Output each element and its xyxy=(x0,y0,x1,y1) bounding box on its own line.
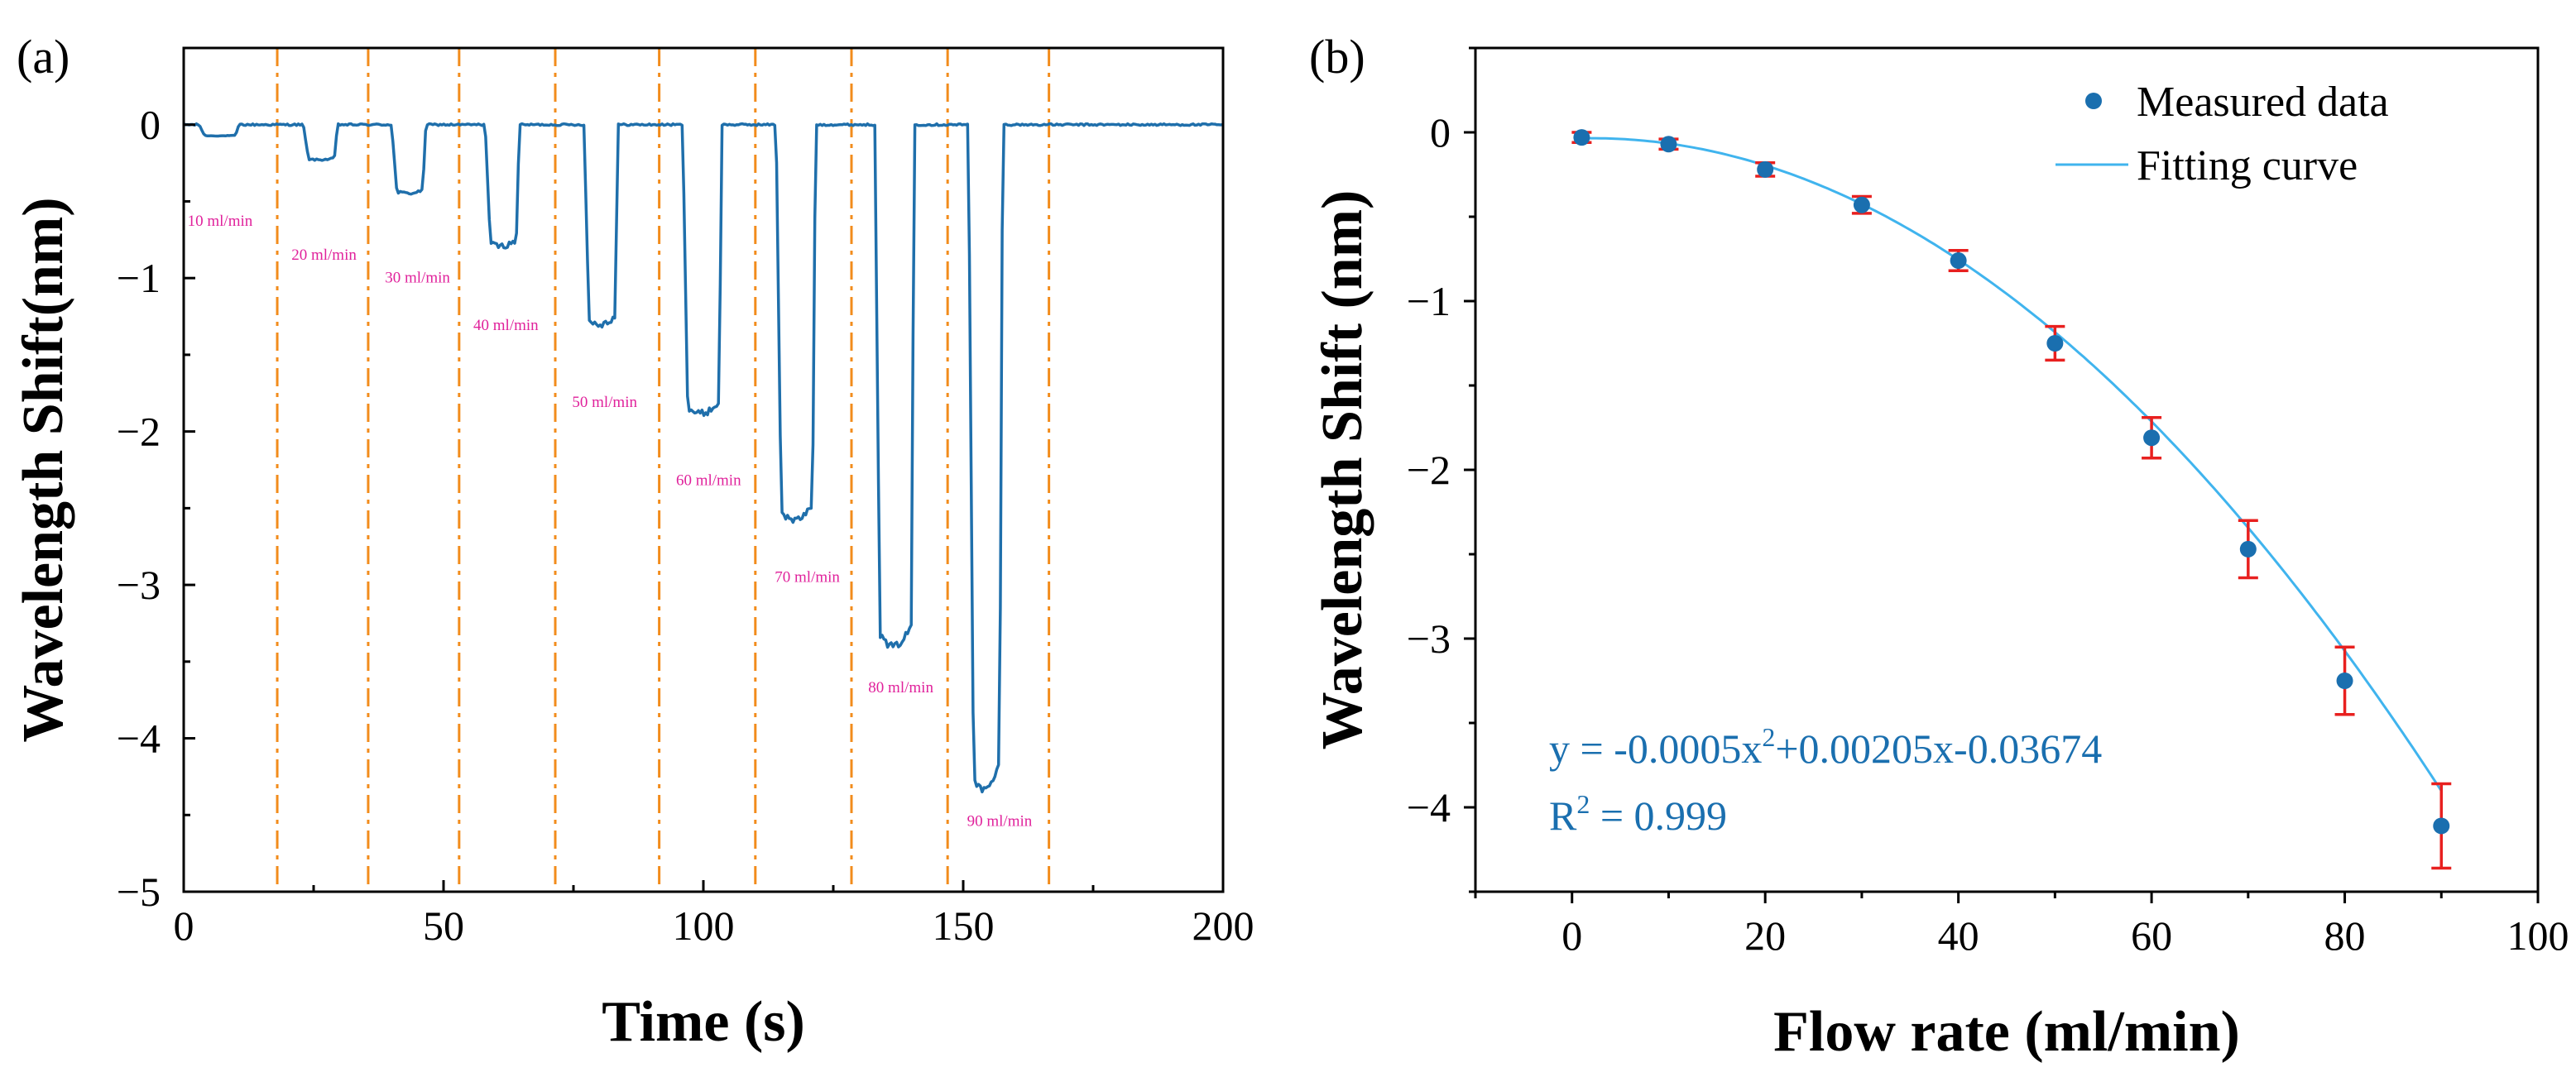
data-point xyxy=(1660,136,1677,153)
b-x-tick-label: 60 xyxy=(2131,912,2172,959)
data-point xyxy=(2336,673,2353,689)
data-point xyxy=(2239,540,2257,558)
panel-b-measured-points xyxy=(1571,129,2452,870)
b-y-tick-label: −2 xyxy=(1407,447,1451,493)
panel-b-chart: (b) 0 20 40 60 80 100 0 −1 −2 −3 −4 Flow rate (ml… xyxy=(1309,30,2569,1064)
panel-b-legend: Measured data Fitting curve xyxy=(2056,79,2389,189)
panel-b-x-axis-title: Flow rate (ml/min) xyxy=(1773,1000,2240,1064)
flow-label-3: 30 ml/min xyxy=(385,270,450,287)
flow-label-1: 10 ml/min xyxy=(188,213,253,230)
b-y-tick-label: −4 xyxy=(1407,784,1451,830)
a-y-tick-label: −4 xyxy=(117,716,161,762)
legend-marker-measured xyxy=(2085,93,2102,109)
panel-a-y-ticks: 0 −1 −2 −3 −4 −5 xyxy=(117,46,195,915)
data-point xyxy=(2143,429,2161,447)
b-x-tick-label: 40 xyxy=(1938,912,1979,959)
panel-a-chart: (a) 10 ml/min 20 ml/min 30 ml/min 40 ml/min… xyxy=(12,30,1254,1054)
legend-fitting-curve: Fitting curve xyxy=(2137,142,2358,189)
b-x-tick-label: 0 xyxy=(1561,912,1582,959)
flow-label-2: 20 ml/min xyxy=(291,247,357,264)
panel-b-x-ticks: 0 20 40 60 80 100 xyxy=(1474,892,2569,959)
a-y-tick-label: −3 xyxy=(117,562,161,608)
panel-b-y-ticks: 0 −1 −2 −3 −4 xyxy=(1407,46,1475,893)
panel-a-x-axis-title: Time (s) xyxy=(602,990,805,1054)
a-x-tick-label: 100 xyxy=(673,902,735,949)
b-y-tick-label: −3 xyxy=(1407,615,1451,662)
b-x-tick-label: 100 xyxy=(2507,912,2569,959)
b-x-tick-label: 80 xyxy=(2324,912,2366,959)
flow-label-6: 60 ml/min xyxy=(676,472,741,490)
a-y-tick-label: −1 xyxy=(117,255,161,301)
panel-b-y-axis-title: Wavelength Shift (nm) xyxy=(1311,190,1374,750)
data-point xyxy=(1573,129,1590,146)
trace-line xyxy=(183,122,1223,794)
a-x-tick-label: 200 xyxy=(1192,902,1254,949)
flow-label-4: 40 ml/min xyxy=(473,317,539,334)
panel-a-y-axis-title: Wavelength Shift(nm) xyxy=(12,197,75,742)
a-y-tick-label: 0 xyxy=(140,102,161,148)
a-x-tick-label: 50 xyxy=(423,902,464,949)
fit-equation: y = -0.0005x2+0.00205x-0.03674 xyxy=(1549,722,2102,772)
panel-a-x-ticks: 0 50 100 150 200 xyxy=(174,880,1254,949)
a-x-tick-label: 0 xyxy=(174,902,194,949)
a-x-tick-label: 150 xyxy=(933,902,995,949)
flow-label-8: 80 ml/min xyxy=(868,679,933,696)
data-point xyxy=(2433,817,2450,835)
data-point xyxy=(1950,252,1967,270)
b-y-tick-label: 0 xyxy=(1430,109,1451,156)
flow-label-5: 50 ml/min xyxy=(572,394,637,411)
b-y-tick-label: −1 xyxy=(1407,278,1451,324)
panel-b-fitting-curve xyxy=(1581,136,2443,792)
data-point xyxy=(2046,335,2064,352)
panel-a-flow-labels: 10 ml/min 20 ml/min 30 ml/min 40 ml/min 50 m… xyxy=(188,213,1033,830)
flow-label-7: 70 ml/min xyxy=(775,568,840,586)
panel-a-label: (a) xyxy=(17,30,70,84)
panel-a-trace xyxy=(183,122,1223,794)
panel-a-dashed-lines xyxy=(276,48,1051,892)
fitting-curve-line xyxy=(1581,136,2443,792)
legend-measured-data: Measured data xyxy=(2137,79,2389,126)
data-point xyxy=(1757,160,1774,178)
data-point xyxy=(1853,196,1870,213)
a-y-tick-label: −5 xyxy=(117,869,161,915)
b-x-tick-label: 20 xyxy=(1744,912,1786,959)
panel-b-label: (b) xyxy=(1309,30,1365,84)
flow-label-9: 90 ml/min xyxy=(967,812,1033,830)
a-y-tick-label: −2 xyxy=(117,409,161,455)
r-squared: R2 = 0.999 xyxy=(1549,789,1727,839)
panel-a-plot-frame xyxy=(182,46,1225,893)
